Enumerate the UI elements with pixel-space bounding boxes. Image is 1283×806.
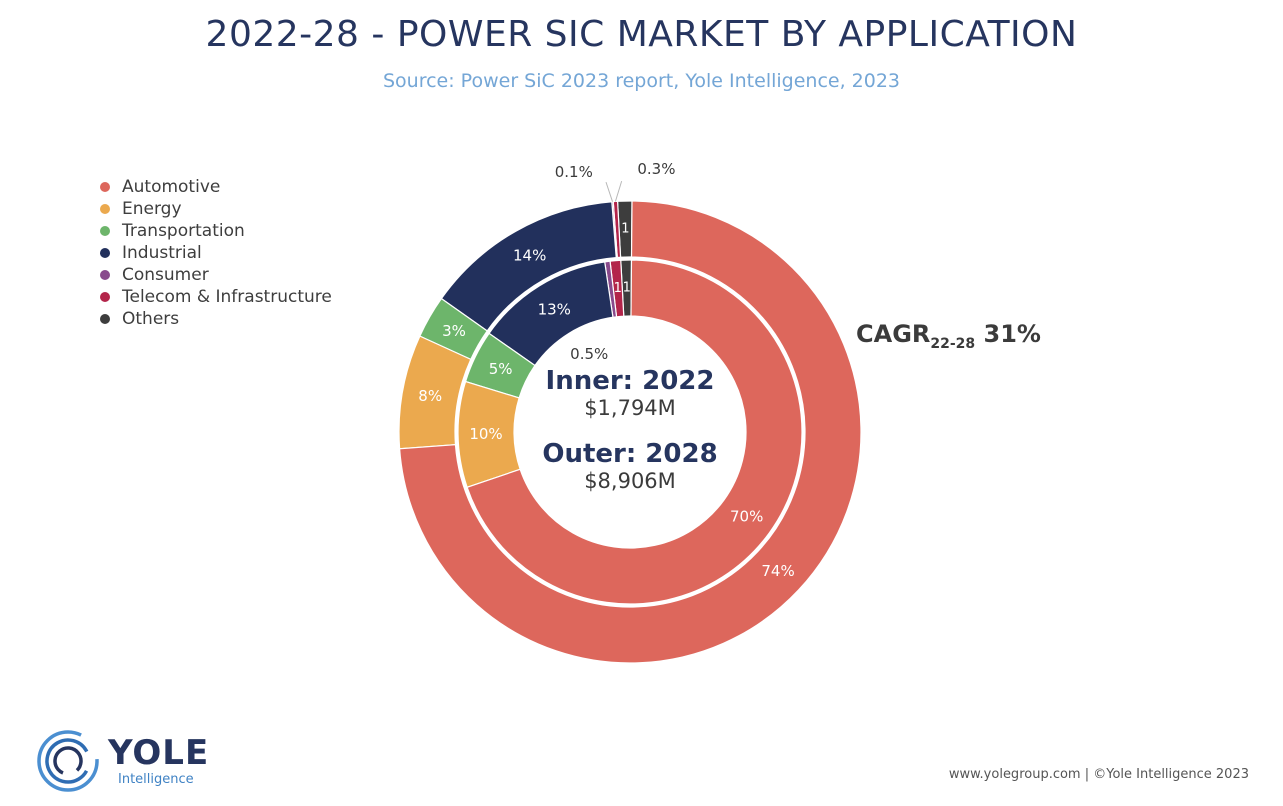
outer-slice-transportation: [419, 297, 488, 361]
inner-label-transportation: 5%: [489, 360, 513, 378]
inner-slice-industrial: [488, 261, 614, 367]
legend-label: Telecom & Infrastructure: [122, 287, 332, 307]
legend-label: Others: [122, 309, 180, 329]
outer-label-energy: 8%: [418, 387, 442, 405]
legend-swatch: [100, 292, 110, 302]
legend-item-telecom: Telecom & Infrastructure: [100, 286, 332, 308]
outer-slice-automotive: [398, 200, 862, 664]
legend-item-consumer: Consumer: [100, 264, 332, 286]
cagr-label: CAGR: [856, 320, 931, 348]
outer-label-transportation: 3%: [442, 322, 466, 340]
legend-item-others: Others: [100, 308, 332, 330]
legend: Automotive Energy Transportation Industr…: [100, 176, 332, 330]
outer-label-industrial: 14%: [513, 247, 546, 265]
legend-label: Energy: [122, 199, 182, 219]
cagr-value: 31%: [983, 320, 1041, 348]
leader-line-telecom-infrastructure: [614, 180, 623, 202]
outer-slice-energy: [398, 335, 472, 450]
inner-label-industrial: 13%: [538, 301, 571, 319]
outer-slice-industrial: [440, 201, 617, 332]
cagr-period: 22-28: [930, 336, 976, 352]
outer-ring-caption: Outer: 2028 $8,906M: [530, 439, 730, 493]
outer-label-consumer: 0.1%: [555, 163, 593, 181]
legend-label: Consumer: [122, 265, 209, 285]
legend-swatch: [100, 248, 110, 258]
legend-label: Transportation: [122, 221, 245, 241]
legend-label: Industrial: [122, 243, 202, 263]
legend-item-transportation: Transportation: [100, 220, 332, 242]
inner-label-automotive: 70%: [730, 507, 763, 525]
outer-ring-year: Outer: 2028: [542, 439, 718, 469]
inner-slice-telecom-infrastructure: [609, 259, 625, 318]
legend-swatch: [100, 226, 110, 236]
legend-swatch: [100, 204, 110, 214]
inner-label-consumer: 0.5%: [570, 345, 608, 363]
chart-title: 2022-28 - POWER SIC MARKET BY APPLICATIO…: [205, 14, 1078, 55]
inner-label-telecom-infrastructure: 1: [614, 281, 622, 296]
legend-item-industrial: Industrial: [100, 242, 332, 264]
inner-label-others: 1: [623, 281, 631, 296]
inner-ring-caption: Inner: 2022 $1,794M: [530, 366, 730, 420]
outer-ring-total: $8,906M: [584, 469, 676, 493]
leader-line-consumer: [605, 181, 613, 202]
inner-ring-total: $1,794M: [584, 396, 676, 420]
outer-label-telecom-infrastructure: 0.3%: [637, 160, 675, 178]
legend-item-automotive: Automotive: [100, 176, 332, 198]
inner-slice-energy: [457, 380, 521, 489]
legend-swatch: [100, 314, 110, 324]
cagr-annotation: CAGR22-28 31%: [856, 320, 1041, 352]
brand-name: YOLE: [108, 733, 210, 773]
yole-logo-icon: [37, 730, 99, 792]
legend-swatch: [100, 270, 110, 280]
inner-slice-automotive: [466, 259, 803, 605]
legend-item-energy: Energy: [100, 198, 332, 220]
inner-ring-year: Inner: 2022: [545, 366, 715, 396]
legend-swatch: [100, 182, 110, 192]
outer-label-automotive: 74%: [761, 562, 794, 580]
outer-label-others: 1: [621, 222, 629, 237]
inner-label-energy: 10%: [469, 425, 502, 443]
footer-copyright: www.yolegroup.com | ©Yole Intelligence 2…: [948, 767, 1249, 782]
inner-slice-transportation: [464, 332, 536, 399]
brand-subtitle: Intelligence: [118, 772, 194, 787]
legend-label: Automotive: [122, 177, 221, 197]
chart-subtitle: Source: Power SiC 2023 report, Yole Inte…: [382, 70, 901, 92]
